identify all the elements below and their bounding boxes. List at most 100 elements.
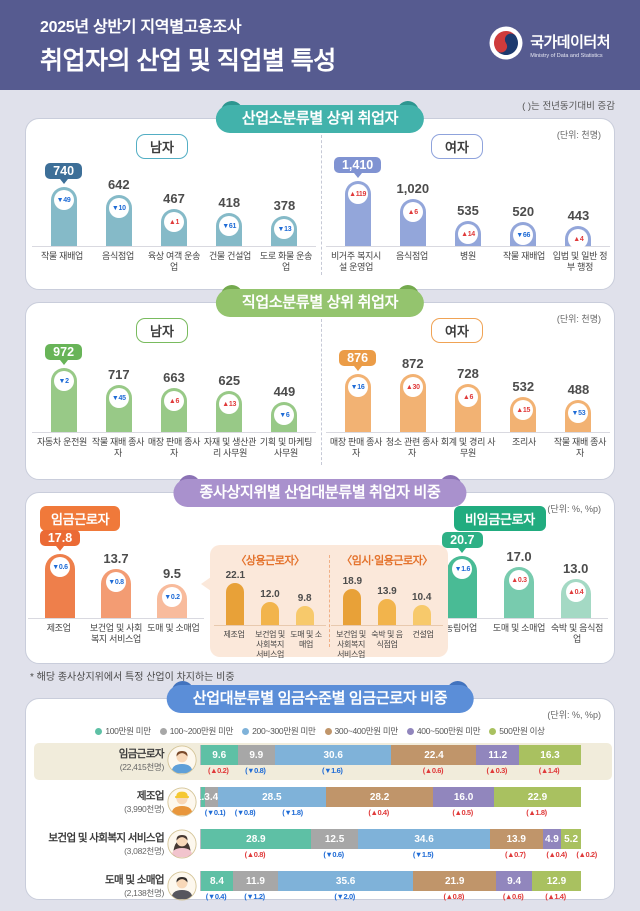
- category-labels: 매장 판매 종사자 청소 관련 종사자 회계 및 경리 사무원 조리사 작물 재배 종사…: [326, 437, 610, 460]
- value-label: 443: [567, 208, 590, 223]
- row-count: (3,990천명): [124, 804, 164, 814]
- value-label: 17.0: [506, 549, 532, 564]
- section-title: 종사상지위별 산업대분류별 취업자 비중: [173, 479, 467, 507]
- bar-segment: 22.9: [493, 787, 581, 807]
- value-label: 520: [512, 204, 535, 219]
- bar-segment: 3.4: [204, 787, 218, 807]
- wage-level-row: 제조업 (3,990천명) 1.0 3.4 28.5 28.2 16.0 22.9 (▼0.1)…: [34, 785, 612, 822]
- bar-segment: 12.9: [531, 871, 581, 891]
- category-label: 도로 화물 운송업: [259, 251, 313, 273]
- value-label: 717: [107, 367, 130, 382]
- category-label: 자동차 운전원: [36, 437, 88, 447]
- badge-pointer: [59, 360, 68, 365]
- change-indicator: ▼6: [274, 405, 295, 425]
- change-indicator: ▼0.8: [106, 572, 126, 592]
- nonwage-worker-badge: 비임금근로자: [454, 506, 546, 531]
- bar: [378, 599, 396, 625]
- bar-item: 625 ▲13: [202, 373, 257, 432]
- change-indicator: ▲30: [402, 377, 423, 397]
- bar: ▲6: [399, 199, 426, 246]
- bar-item: 717 ▼45: [91, 367, 146, 432]
- section-title: 직업소분류별 상위 취업자: [215, 289, 425, 317]
- category-label: 작물 재배업: [502, 251, 546, 261]
- category-label: 건설업: [412, 630, 434, 639]
- bars-row: 17.8 ▼0.6 13.7 ▼0.8 9.5 ▼0.2: [28, 527, 204, 619]
- page-title: 취업자의 산업 및 직업별 특성: [40, 47, 336, 75]
- change-indicator: ▼0.2: [162, 587, 182, 607]
- category-labels: 제조업 보건업 및 사회복지 서비스업 도매 및 소매업: [214, 630, 326, 660]
- bar: [412, 605, 431, 625]
- row-label: 보건업 및 사회복지 서비스업 (3,082천명): [34, 829, 164, 862]
- category-label: 비거주 복지시설 운영업: [330, 251, 382, 273]
- legend-label: 500만원 이상: [499, 726, 545, 736]
- segment-change: (▲1.4): [545, 892, 566, 901]
- stacked-bar: 8.4 11.9 35.6 21.9 9.4 12.9: [200, 871, 600, 891]
- bar-item: 449 ▼6: [257, 384, 312, 432]
- male-group-label: 남자: [136, 134, 188, 159]
- section-banner: 산업대분류별 임금수준별 임금근로자 비중: [166, 681, 474, 713]
- bar-item: 872 ▲30: [385, 356, 440, 432]
- segment-change: (▲0.8): [443, 892, 464, 901]
- value-badge: 876: [339, 350, 377, 371]
- occupation-top-card: 직업소분류별 상위 취업자 (단위: 천명) 남자 여자 972 ▼2 717 ▼45…: [25, 285, 615, 480]
- bar-item: 17.8 ▼0.6: [32, 530, 88, 618]
- bar: ▼49: [50, 187, 77, 246]
- gender-divider: [321, 319, 322, 465]
- row-label: 도매 및 소매업 (2,138천명): [34, 871, 165, 904]
- segment-change: (▲0.2): [208, 766, 229, 775]
- bar-segment: 1.0: [196, 787, 210, 807]
- category-label: 회계 및 경리 사무원: [440, 437, 496, 459]
- category-label: 매장 판매 종사자: [329, 437, 383, 459]
- value-label: 532: [512, 379, 535, 394]
- segment-change: (▼0.8): [245, 766, 266, 775]
- category-label: 조리사: [512, 437, 536, 447]
- value-label: 22.1: [225, 570, 246, 581]
- bar-item: 13.7 ▼0.8: [88, 551, 144, 618]
- header-titles: 2025년 상반기 지역별고용조사 취업자의 산업 및 직업별 특성: [40, 13, 336, 77]
- unit-label: (단위: 천명): [556, 314, 601, 324]
- bar-area: 8.4 11.9 35.6 21.9 9.4 12.9 (▼0.4) (▼1.2) (▼2.0)…: [200, 871, 600, 904]
- change-indicator: ▼13: [274, 219, 295, 239]
- value-label: 9.8: [297, 593, 312, 604]
- section-banner: 직업소분류별 상위 취업자: [215, 285, 425, 317]
- industry-women-chart: 1,410 ▲119 1,020 ▲6 535 ▲14 520 ▼66 443 ▲4 비거주 복지시…: [326, 155, 610, 274]
- bar-segment: 4.9: [542, 829, 562, 849]
- gender-divider: [321, 135, 322, 275]
- change-indicator: ▼1.6: [452, 559, 473, 579]
- bar: ▼16: [344, 374, 371, 432]
- agency-logo: 국가데이터처 Ministry of Data and Statistics: [489, 26, 610, 65]
- change-indicator: ▼16: [347, 377, 368, 397]
- unit-label: (단위: 천명): [556, 130, 601, 140]
- row-title: 임금근로자: [118, 748, 165, 760]
- female-group-label: 여자: [431, 134, 483, 159]
- bar-segment: 21.9: [413, 871, 497, 891]
- value-label: 642: [107, 177, 130, 192]
- badge-pointer: [59, 179, 68, 184]
- legend-label: 300~400만원 미만: [334, 726, 399, 736]
- badge-pointer: [458, 548, 467, 553]
- industry-top-card: 산업소분류별 상위 취업자 (단위: 천명) 남자 여자 740 ▼49 642 ▼1…: [25, 101, 615, 290]
- segment-change: (▼0.4): [205, 892, 227, 901]
- bars-row: 20.7 ▼1.6 17.0 ▲0.3 13.0 ▲0.4: [430, 527, 608, 619]
- value-label: 1,020: [396, 181, 430, 196]
- value-label: 625: [218, 373, 241, 388]
- change-indicator: ▲0.3: [509, 570, 529, 590]
- change-indicator: ▼0.6: [50, 557, 70, 577]
- report-subtitle: 2025년 상반기 지역별고용조사: [40, 19, 242, 36]
- segment-change: (▼2.0): [334, 892, 355, 901]
- change-indicator: ▲15: [513, 400, 534, 420]
- industry-men-chart: 740 ▼49 642 ▼10 467 ▲1 418 ▼61 378 ▼13 작물 재배업 음식점업 육…: [32, 155, 316, 274]
- subpanel-title: 〈임시·일용근로자〉: [341, 555, 433, 567]
- bar-item: 728 ▲6: [440, 366, 495, 432]
- segment-change: (▼0.6): [323, 850, 344, 859]
- badge-pointer: [353, 173, 362, 178]
- bar-segment: 16.0: [433, 787, 494, 807]
- male-group-label: 남자: [136, 318, 188, 343]
- legend-dot-icon: [242, 727, 250, 735]
- bar-item: 13.9: [370, 586, 405, 625]
- segment-change: (▲0.6): [422, 766, 444, 775]
- change-indicator: ▼2: [53, 371, 74, 391]
- category-label: 작물 재배업: [40, 251, 84, 261]
- legend-dot-icon: [406, 727, 414, 735]
